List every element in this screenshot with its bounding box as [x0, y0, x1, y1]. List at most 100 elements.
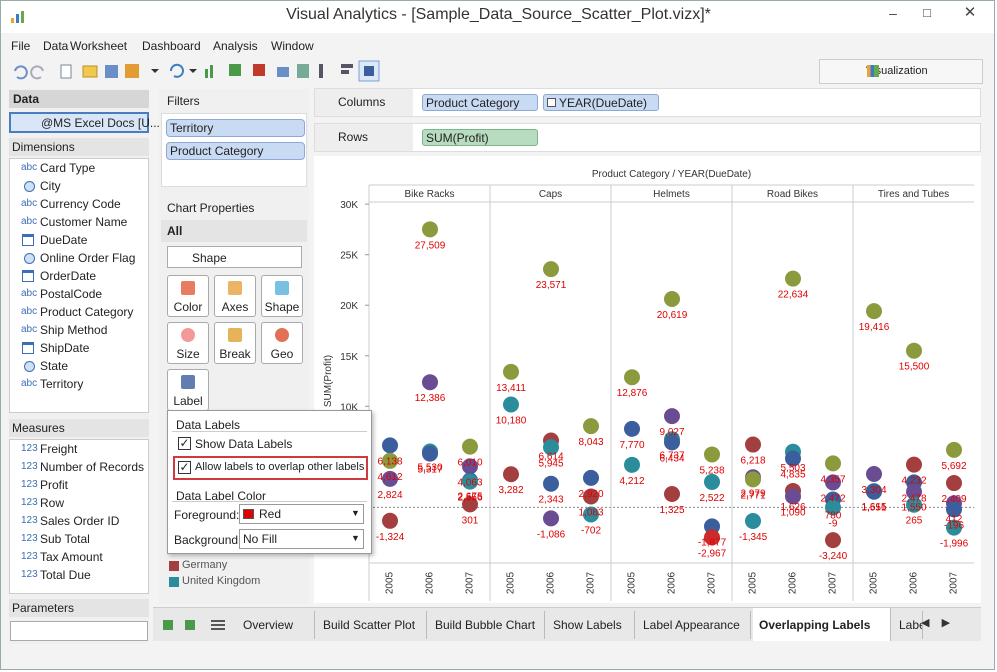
field-name[interactable]: Sales Order ID	[40, 514, 120, 528]
filters-title: Filters	[167, 94, 200, 108]
data-label: 780	[825, 511, 842, 522]
property-button[interactable]: Label	[167, 369, 209, 411]
data-label: 3,304	[861, 485, 886, 496]
columns-label-box	[315, 89, 413, 116]
data-label: 6,614	[538, 452, 563, 463]
data-point	[624, 369, 640, 386]
sheet-tab[interactable]: Label Appearance	[637, 611, 751, 639]
property-button[interactable]: Axes	[214, 275, 256, 317]
sheet-tab[interactable]: Build Scatter Plot	[317, 611, 427, 639]
field-name[interactable]: Ship Method	[40, 323, 108, 337]
property-button[interactable]: Size	[167, 322, 209, 364]
field-name[interactable]: Card Type	[40, 161, 96, 175]
allow-overlap-checkbox[interactable]: ✓	[178, 460, 191, 474]
background-dropdown[interactable]: No Fill	[239, 529, 364, 549]
data-point	[624, 456, 640, 473]
dropdown-arrow: ▼	[351, 508, 360, 518]
pane-header: Road Bikes	[767, 189, 818, 200]
menu-item[interactable]: Dashboard	[142, 39, 201, 53]
data-point	[503, 363, 519, 380]
data-point	[382, 470, 398, 487]
sheet-tab[interactable]: Show Labels	[547, 611, 635, 639]
data-source[interactable]: @MS Excel Docs [U...	[9, 112, 160, 133]
data-point	[664, 486, 680, 503]
data-label: 13,411	[496, 383, 526, 394]
y-axis-label: SUM(Profit)	[323, 355, 334, 407]
property-icon	[181, 375, 195, 389]
show-labels-checkbox[interactable]: ✓	[178, 436, 191, 450]
data-point	[583, 488, 599, 505]
visualization-button[interactable]: Visualization	[819, 59, 983, 84]
sheet-tab[interactable]: Overview	[237, 611, 315, 639]
field-name[interactable]: DueDate	[40, 233, 88, 247]
field-name[interactable]: Profit	[40, 478, 69, 492]
field-name[interactable]: PostalCode	[40, 287, 103, 301]
date-icon	[22, 270, 34, 282]
menu-item[interactable]: Window	[271, 39, 314, 53]
x-tick-label: 2007	[949, 571, 960, 594]
menu-item[interactable]: Data	[43, 39, 69, 53]
field-name[interactable]: Number of Records	[40, 460, 145, 474]
shelf-pill[interactable]: YEAR(DueDate)	[543, 94, 659, 111]
data-label: -196	[944, 520, 964, 531]
property-icon	[228, 328, 242, 342]
data-label: -702	[581, 525, 601, 536]
menu-item[interactable]: Analysis	[213, 39, 258, 53]
mark-type-dropdown[interactable]: Shape	[167, 246, 302, 268]
menu-item[interactable]: Worksheet	[70, 39, 128, 53]
sheet-tab[interactable]: Overlapping Labels	[753, 608, 891, 641]
data-point	[503, 396, 519, 413]
geo-icon	[24, 361, 35, 372]
data-label: 15,500	[899, 362, 930, 373]
x-tick-label: 2006	[667, 571, 678, 594]
field-name[interactable]: Territory	[40, 377, 84, 391]
data-point	[462, 438, 478, 455]
property-icon	[181, 328, 195, 342]
property-button[interactable]: Shape	[261, 275, 303, 317]
close-button[interactable]: ✕	[963, 4, 977, 21]
property-button[interactable]: Break	[214, 322, 256, 364]
field-name[interactable]: Online Order Flag	[40, 251, 136, 265]
data-point	[664, 434, 680, 451]
foreground-dropdown[interactable]: Red	[239, 504, 364, 524]
field-name[interactable]: City	[40, 179, 61, 193]
data-label: 2,675	[457, 491, 482, 502]
filter-pill[interactable]: Territory	[166, 119, 305, 137]
rows-label-box	[315, 124, 413, 151]
field-name[interactable]: Total Due	[40, 568, 91, 582]
sheet-tab[interactable]: Labe	[893, 611, 923, 639]
field-name[interactable]: Customer Name	[40, 215, 128, 229]
property-label: Color	[173, 300, 203, 314]
field-name[interactable]: Currency Code	[40, 197, 121, 211]
field-type: 123	[21, 551, 38, 562]
data-label: 23,571	[536, 280, 567, 291]
y-tick-label: 30K	[340, 200, 358, 211]
sheet-tab[interactable]: Build Bubble Chart	[429, 611, 545, 639]
x-tick-label: 2007	[707, 571, 718, 594]
maximize-button[interactable]: □	[923, 5, 931, 20]
field-name[interactable]: Freight	[40, 442, 78, 456]
data-label: 4,612	[377, 472, 402, 483]
field-name[interactable]: ShipDate	[40, 341, 90, 355]
field-name[interactable]: Tax Amount	[40, 550, 103, 564]
data-label: 4,232	[901, 476, 926, 487]
field-name[interactable]: Sub Total	[40, 532, 90, 546]
tab-scroll[interactable]: ◀ ▶	[921, 617, 951, 629]
property-button[interactable]: Geo	[261, 322, 303, 364]
field-name[interactable]: Product Category	[40, 305, 134, 319]
data-point	[462, 473, 478, 490]
parameters-box[interactable]	[10, 621, 148, 641]
menu-item[interactable]: File	[11, 39, 31, 53]
field-name[interactable]: State	[40, 359, 69, 373]
allow-overlap-label: Allow labels to overlap other labels	[195, 461, 365, 473]
separator	[172, 431, 367, 432]
selected-pane[interactable]: All	[161, 220, 307, 242]
data-point	[866, 466, 882, 483]
shelf-pill[interactable]: Product Category	[422, 94, 538, 111]
filter-pill[interactable]: Product Category	[166, 142, 305, 160]
field-name[interactable]: OrderDate	[40, 269, 97, 283]
minimize-button[interactable]: –	[889, 5, 897, 21]
shelf-pill[interactable]: SUM(Profit)	[422, 129, 538, 146]
property-button[interactable]: Color	[167, 275, 209, 317]
field-name[interactable]: Row	[40, 496, 65, 510]
